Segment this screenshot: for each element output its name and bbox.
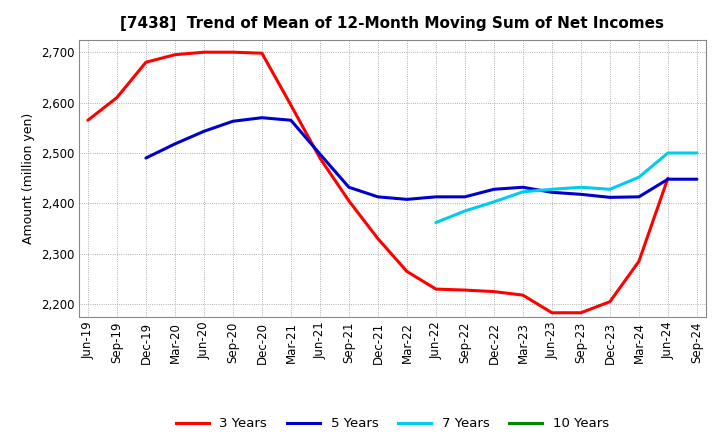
Y-axis label: Amount (million yen): Amount (million yen) [22,113,35,244]
Title: [7438]  Trend of Mean of 12-Month Moving Sum of Net Incomes: [7438] Trend of Mean of 12-Month Moving … [120,16,665,32]
Legend: 3 Years, 5 Years, 7 Years, 10 Years: 3 Years, 5 Years, 7 Years, 10 Years [171,412,614,436]
